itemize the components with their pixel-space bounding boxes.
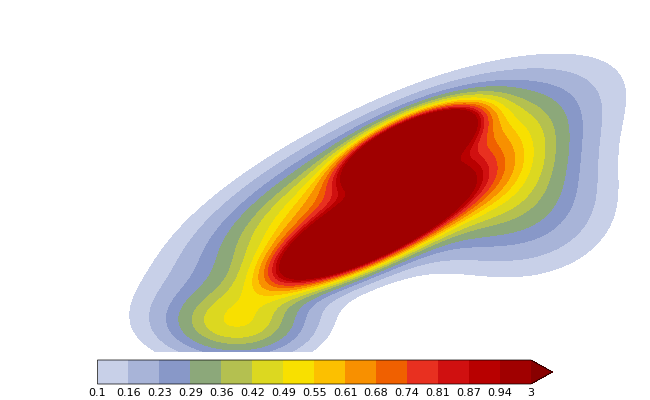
PathPatch shape bbox=[531, 360, 552, 384]
